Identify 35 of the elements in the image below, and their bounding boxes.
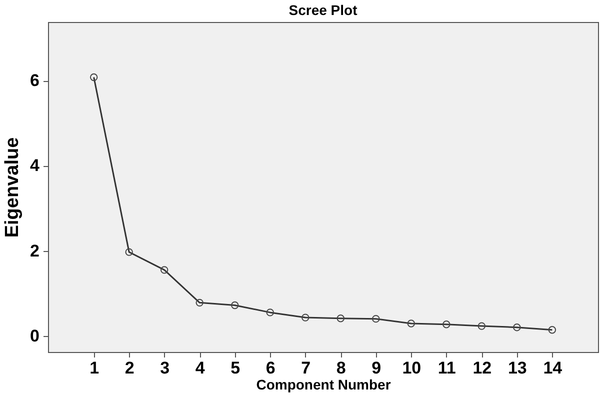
x-tick-label: 3 [160,358,170,378]
x-tick-label: 12 [472,358,492,378]
x-tick-label: 13 [508,358,527,378]
point [302,314,310,322]
point [231,301,239,310]
point [442,320,450,328]
x-tick-label: 4 [195,358,206,378]
x-tick-label: 6 [266,358,276,378]
point [478,322,486,330]
x-tick-label: 5 [230,358,240,378]
point [372,314,380,323]
x-axis-title: Component Number [256,376,392,392]
y-tick-label: 2 [30,241,40,260]
point [266,308,274,316]
x-tick-label: 7 [301,358,311,378]
y-tick-label: 6 [30,71,40,90]
chart-title: Scree Plot [288,2,358,18]
point [196,298,204,307]
point [336,314,344,322]
point [160,266,168,274]
y-axis-title: Eigenvalue [2,137,24,238]
point [548,326,556,334]
point [513,323,521,332]
x-tick-label: 2 [124,358,134,378]
x-tick-label: 10 [402,358,422,378]
x-tick-label: 9 [372,358,382,378]
x-tick-label: 11 [438,358,456,378]
point [407,320,415,328]
x-tick-label: 14 [543,358,563,378]
y-tick-label: 0 [30,326,40,346]
point [125,248,133,256]
x-tick-label: 8 [336,358,346,378]
y-tick-label: 4 [30,156,40,176]
point [90,73,98,82]
x-tick-label: 1 [90,358,100,378]
